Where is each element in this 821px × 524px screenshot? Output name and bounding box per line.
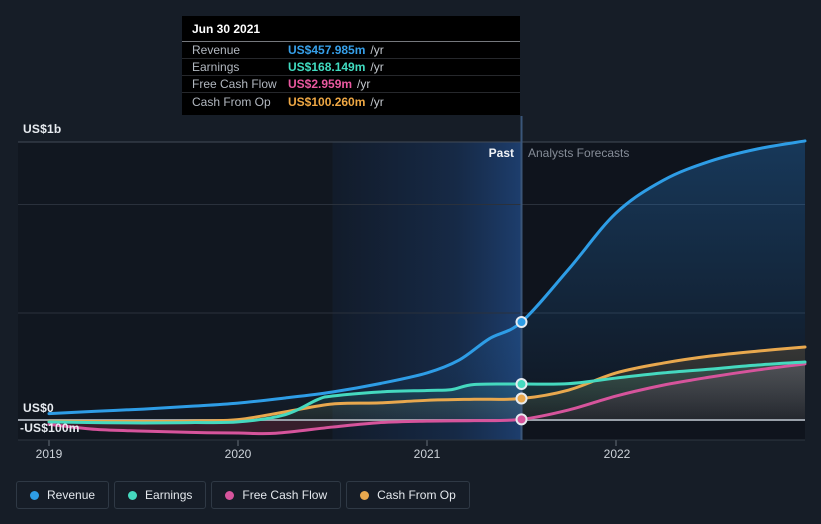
x-tick-2020: 2020 — [224, 447, 252, 461]
legend-label: Free Cash Flow — [242, 488, 328, 502]
selected-point-marker-revenue — [515, 315, 528, 328]
revenue-dot-icon — [30, 490, 39, 500]
chart-tooltip: Jun 30 2021 Revenue US$457.985m /yr Earn… — [182, 16, 520, 115]
area-revenue — [49, 140, 805, 420]
earnings-dot-icon — [128, 490, 138, 500]
x-tick-2019: 2019 — [35, 447, 63, 461]
legend-item-free-cash-flow[interactable]: Free Cash Flow — [211, 481, 342, 509]
tooltip-row-cash-from-op: Cash From Op US$100.260m /yr — [182, 93, 520, 115]
legend-label: Revenue — [47, 488, 96, 502]
forecast-region-label: Analysts Forecasts — [528, 146, 630, 160]
tooltip-suffix: /yr — [370, 60, 384, 74]
legend-item-cash-from-op[interactable]: Cash From Op — [346, 481, 470, 509]
tooltip-row-earnings: Earnings US$168.149m /yr — [182, 59, 520, 76]
cash-from-op-dot-icon — [360, 490, 370, 500]
line-revenue — [47, 139, 807, 416]
chart-legend: Revenue Earnings Free Cash Flow Cash Fro… — [16, 481, 470, 509]
legend-label: Cash From Op — [377, 488, 456, 502]
y-axis-label-zero: US$0 — [23, 401, 54, 415]
tooltip-row-free-cash-flow: Free Cash Flow US$2.959m /yr — [182, 76, 520, 93]
y-axis-label-negative: -US$100m — [20, 421, 80, 435]
legend-item-revenue[interactable]: Revenue — [16, 481, 110, 509]
x-tick-2022: 2022 — [603, 447, 631, 461]
tooltip-value: US$100.260m — [288, 95, 366, 109]
y-axis-label-top: US$1b — [23, 122, 62, 136]
area-free-cash-flow — [49, 363, 805, 420]
past-region-label: Past — [488, 146, 514, 160]
tooltip-value: US$457.985m — [288, 43, 366, 57]
legend-item-earnings[interactable]: Earnings — [114, 481, 207, 509]
legend-label: Earnings — [145, 488, 193, 502]
tooltip-value: US$2.959m — [288, 77, 353, 91]
tooltip-suffix: /yr — [370, 43, 384, 57]
free-cash-flow-dot-icon — [225, 490, 235, 500]
tooltip-date: Jun 30 2021 — [182, 16, 520, 42]
line-free-cash-flow — [47, 362, 807, 436]
selected-point-marker-free-cash-flow — [515, 413, 528, 426]
tooltip-label: Free Cash Flow — [192, 77, 277, 91]
selected-point-marker-cash-from-op — [515, 392, 528, 405]
selected-point-marker-earnings — [515, 378, 528, 391]
line-earnings — [47, 360, 807, 425]
tooltip-suffix: /yr — [370, 95, 384, 109]
tooltip-value: US$168.149m — [288, 60, 366, 74]
tooltip-suffix: /yr — [357, 77, 371, 91]
tooltip-label: Revenue — [192, 43, 241, 57]
x-tick-2021: 2021 — [413, 447, 441, 461]
tooltip-label: Cash From Op — [192, 95, 271, 109]
tooltip-label: Earnings — [192, 60, 240, 74]
tooltip-row-revenue: Revenue US$457.985m /yr — [182, 42, 520, 59]
